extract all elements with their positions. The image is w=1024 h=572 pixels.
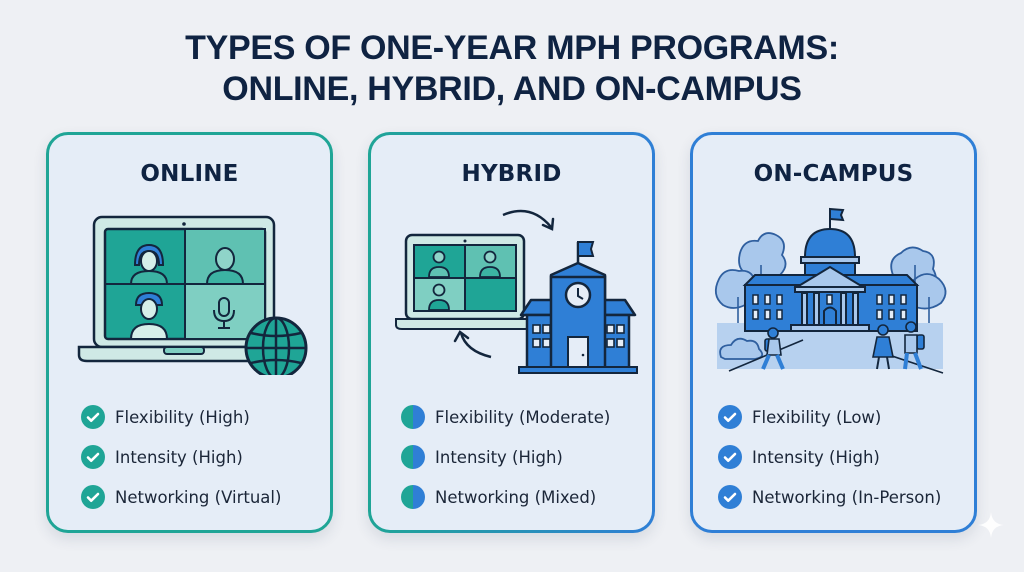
feature-item: Flexibility (Moderate) [401, 397, 610, 437]
feature-label: Networking (In-Person) [752, 487, 942, 507]
feature-label: Networking (Virtual) [115, 487, 282, 507]
card-title: HYBRID [461, 161, 562, 187]
check-circle-icon [81, 485, 105, 509]
title-line-2: ONLINE, HYBRID, AND ON-CAMPUS [222, 70, 802, 108]
feature-item: Intensity (High) [718, 437, 941, 477]
feature-item: Intensity (High) [81, 437, 281, 477]
globe-icon [244, 316, 308, 375]
sparkle-icon [978, 512, 1004, 538]
university-campus-icon [714, 207, 947, 374]
card-title: ON-CAMPUS [753, 161, 914, 187]
feature-label: Flexibility (High) [115, 407, 250, 427]
feature-item: Networking (Mixed) [401, 477, 610, 517]
title-line-1: TYPES OF ONE-YEAR MPH PROGRAMS: [185, 29, 839, 67]
university-building-icon [742, 207, 920, 332]
feature-label: Intensity (High) [752, 447, 880, 467]
feature-item: Networking (In-Person) [718, 477, 941, 517]
feature-item: Networking (Virtual) [81, 477, 281, 517]
feature-list: Flexibility (Low) Intensity (High) Netwo… [718, 397, 941, 517]
hybrid-laptop-school-icon [395, 209, 638, 374]
card-on-campus: ON-CAMPUS [690, 132, 977, 533]
feature-list: Flexibility (High) Intensity (High) Netw… [81, 397, 281, 517]
feature-label: Intensity (High) [115, 447, 243, 467]
feature-item: Flexibility (High) [81, 397, 281, 437]
students-icon [761, 321, 925, 370]
feature-item: Flexibility (Low) [718, 397, 941, 437]
check-circle-icon [718, 485, 742, 509]
feature-label: Flexibility (Low) [752, 407, 882, 427]
feature-item: Intensity (High) [401, 437, 610, 477]
feature-label: Networking (Mixed) [435, 487, 597, 507]
feature-label: Intensity (High) [435, 447, 563, 467]
laptop-video-call-icon [77, 215, 308, 375]
half-circle-icon [401, 485, 425, 509]
card-hybrid: HYBRID [368, 132, 655, 533]
half-circle-icon [401, 445, 425, 469]
school-building-icon [518, 241, 638, 374]
feature-list: Flexibility (Moderate) Intensity (High) … [401, 397, 610, 517]
page-title: TYPES OF ONE-YEAR MPH PROGRAMS: ONLINE, … [0, 28, 1024, 110]
card-title: ONLINE [140, 161, 239, 187]
check-circle-icon [81, 445, 105, 469]
check-circle-icon [81, 405, 105, 429]
check-circle-icon [718, 405, 742, 429]
check-circle-icon [718, 445, 742, 469]
feature-label: Flexibility (Moderate) [435, 407, 611, 427]
card-online: ONLINE [46, 132, 333, 533]
half-circle-icon [401, 405, 425, 429]
